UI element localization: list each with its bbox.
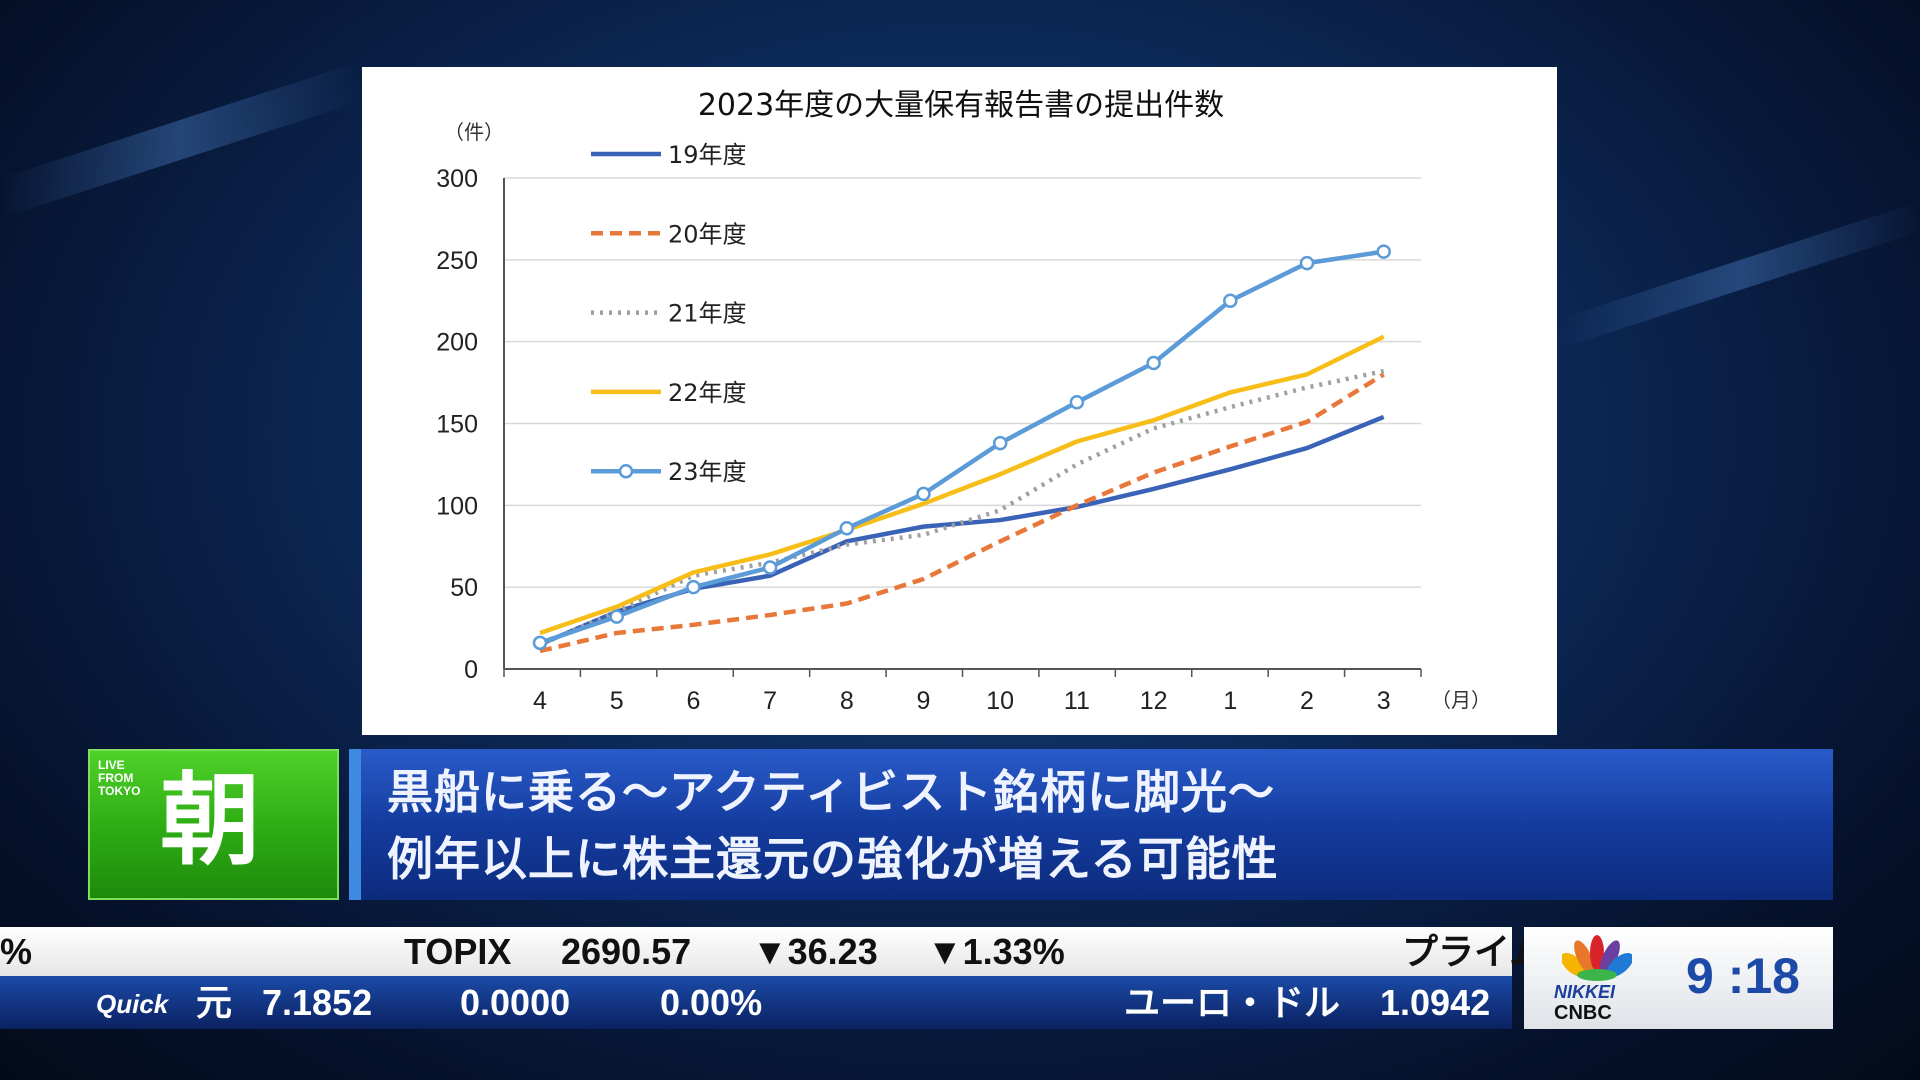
data-point [916,486,931,502]
data-point [609,609,624,624]
ticker-next: プライム [1402,931,1546,972]
data-point [686,579,701,595]
data-point [992,435,1008,451]
peacock-icon [1562,935,1632,981]
ticker-next-label: ユーロ・ドル [1124,982,1341,1023]
ticker-index: TOPIX [404,931,512,972]
data-point [1069,394,1085,410]
legend-label: 22年度 [668,379,747,407]
ticker-bottom-change: 0.0000 [460,982,571,1023]
x-tick-label: 2 [1300,687,1314,715]
y-tick-label: 200 [436,329,478,357]
series-line-19年度 [539,414,1385,647]
program-name: 朝 [160,762,260,879]
x-tick-label: 6 [686,687,700,715]
x-axis-unit: （月） [1431,688,1491,712]
y-axis-unit: （件） [444,120,504,144]
ticker-pct: ▼1.33% [927,931,1065,972]
nikkei-cnbc-logo: NIKKEI CNBC 9 :18 [1524,927,1833,1029]
y-tick-label: 50 [450,574,478,602]
chart-panel: 2023年度の大量保有報告書の提出件数 （件） （月） 0 50 100 150 200 250… [362,67,1557,735]
data-point [839,520,855,536]
ticker-currency: 元 [196,982,233,1023]
x-tick-label: 1 [1223,687,1237,715]
series-line-22年度 [539,334,1385,636]
headline-line2: 例年以上に株主還元の強化が増える可能性 [387,832,1279,886]
chart-title: 2023年度の大量保有報告書の提出件数 [698,88,1224,123]
ticker-bottom-value: 7.1852 [262,982,373,1023]
x-tick-label: 11 [1064,687,1090,715]
data-point [1223,293,1238,308]
ticker-change: ▼36.23 [752,934,878,970]
x-tick-label: 9 [917,687,931,715]
series-line-21年度 [539,368,1385,647]
data-point [1376,244,1391,259]
clock: 9 :18 [1686,948,1800,1004]
legend-label: 19年度 [668,141,747,169]
y-tick-label: 100 [436,492,478,520]
ticker-source: Quick [96,989,169,1019]
logo-nikkei: NIKKEI [1554,982,1616,1002]
legend-marker [618,463,634,479]
ticker-value: 2690.57 [561,931,692,972]
data-point [1299,255,1315,271]
x-tick-label: 12 [1140,687,1168,715]
data-point [762,560,778,575]
legend-label: 20年度 [668,220,747,248]
data-point [532,635,548,651]
ticker-top: % TOPIX 2690.57 ▼36.23 ▼1.33% プライム [0,927,1545,976]
series-line-20年度 [539,372,1385,654]
ticker-next-value: 1.0942 [1380,982,1491,1023]
live-from-tokyo-label: LIVE FROM TOKYO [98,758,141,798]
background-light [1560,201,1920,349]
x-tick-label: 3 [1377,687,1391,715]
y-tick-label: 150 [436,411,478,439]
line-chart: 2023年度の大量保有報告書の提出件数 （件） （月） 0 50 100 150 200 250… [436,88,1491,715]
background-light [0,61,360,219]
y-tick-label: 250 [436,247,478,275]
x-tick-label: 10 [986,687,1014,715]
ticker-bottom-pct: 0.00% [660,982,763,1023]
x-tick-label: 7 [763,687,777,715]
ticker-bottom: Quick 元 7.1852 0.0000 0.00% ユーロ・ドル 1.094… [0,976,1512,1029]
headline-line1: 黒船に乗る～アクティビスト銘柄に脚光～ [387,765,1275,819]
ticker-change-text: ▼36.23 [752,931,878,972]
logo-cnbc: CNBC [1554,1002,1612,1024]
x-tick-label: 8 [840,687,854,715]
y-tick-label: 0 [464,656,478,684]
legend-label: 21年度 [668,300,747,328]
program-badge: LIVE FROM TOKYO 朝 [88,749,339,900]
headline-banner: 黒船に乗る～アクティビスト銘柄に脚光～ 例年以上に株主還元の強化が増える可能性 [349,749,1833,900]
x-tick-label: 5 [610,687,624,715]
y-tick-label: 300 [436,165,478,193]
legend-label: 23年度 [668,458,747,486]
data-point [1146,355,1161,371]
ticker-prev: % [0,931,33,972]
series-line-23年度 [539,249,1385,645]
x-tick-label: 4 [533,687,547,715]
